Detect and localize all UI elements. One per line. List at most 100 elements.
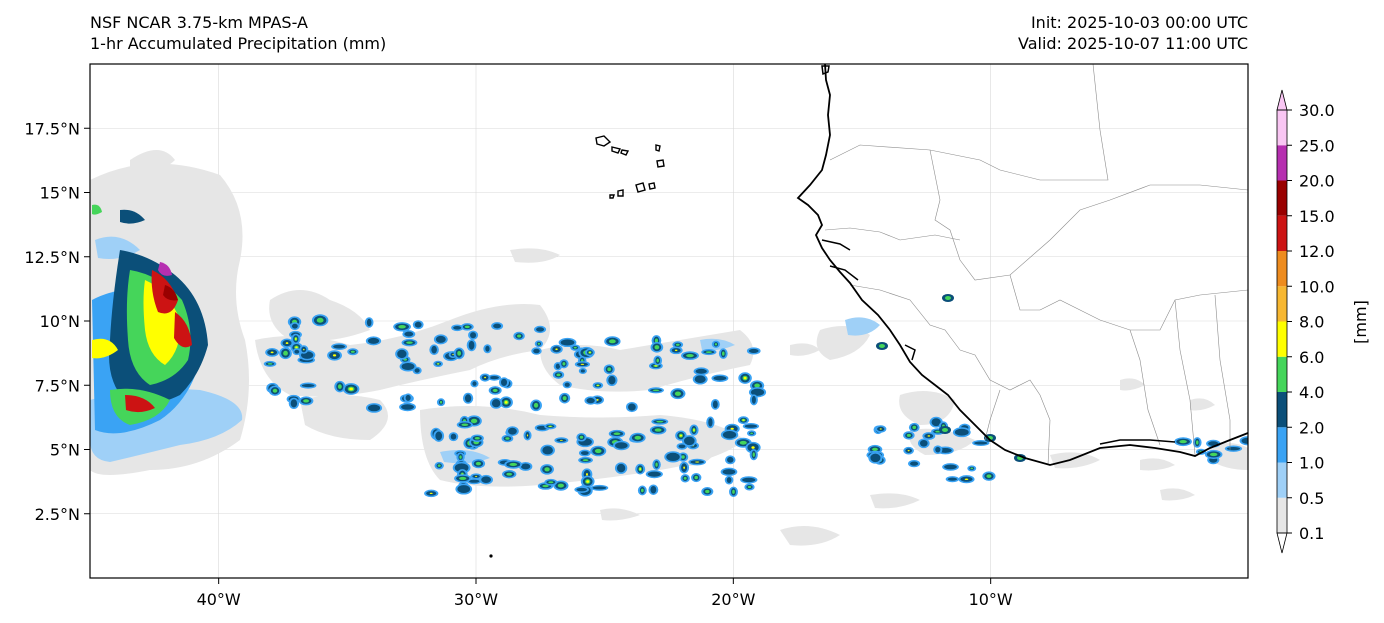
lat-tick-label: 10°N	[40, 312, 80, 331]
latitude-axis: 17.5°N 15°N 12.5°N 10°N 7.5°N 5°N 2.5°N	[24, 119, 90, 524]
precip-cell-heavy	[506, 472, 513, 476]
precip-cell-heavy	[872, 447, 878, 452]
precip-cell-heavy	[714, 343, 718, 346]
precip-cell-heavy	[492, 388, 498, 392]
colorbar-level-label: 0.1	[1299, 524, 1324, 543]
precip-cell-core	[414, 368, 420, 373]
precip-cell-core	[485, 345, 490, 352]
precip-cell-intense	[549, 425, 552, 427]
precip-cell-heavy	[694, 475, 698, 480]
precip-cell-heavy	[683, 476, 687, 480]
precip-cell-core	[290, 399, 298, 408]
colorbar-level-label: 6.0	[1299, 348, 1324, 367]
precip-cell-heavy	[582, 459, 589, 462]
precip-cell-intense	[586, 480, 590, 483]
precip-cell-intense	[585, 473, 588, 476]
precip-cell-heavy	[548, 481, 554, 484]
precip-cell-heavy	[439, 400, 443, 404]
precip-cell-core	[397, 349, 407, 359]
precip-cell-heavy	[562, 362, 566, 366]
precip-cell-heavy	[945, 296, 951, 300]
precip-cell-core	[974, 441, 988, 445]
precip-cell-heavy	[613, 432, 621, 436]
colorbar-level-label: 4.0	[1299, 383, 1324, 402]
map-title: NSF NCAR 3.75-km MPAS-A 1-hr Accumulated…	[90, 12, 386, 54]
precip-cell-heavy	[754, 383, 760, 388]
precip-cell-intense	[429, 492, 433, 495]
precip-cell-heavy	[654, 338, 659, 343]
precip-cell-core	[468, 479, 480, 483]
precip-cell-heavy	[656, 420, 664, 423]
precip-cell-heavy	[654, 428, 662, 432]
precip-cell-core	[1226, 446, 1241, 451]
colorbar-level-label: 10.0	[1299, 277, 1335, 296]
precip-cell-core	[592, 486, 607, 490]
precip-cell-heavy	[459, 455, 462, 459]
precip-cell-heavy	[537, 342, 541, 345]
colorbar: 0.1 0.5 1.0 2.0 4.0 6.0 8.0 10.0 12.0 15.0 20.0 25.…	[1276, 89, 1370, 554]
lat-tick-label: 5°N	[50, 441, 80, 460]
precip-cell-heavy	[752, 452, 755, 457]
precip-cell-intense	[295, 337, 297, 341]
precip-cell-heavy	[652, 389, 660, 392]
precip-cell-core	[935, 446, 941, 453]
precip-cell-intense	[332, 354, 337, 357]
precip-cell-intense	[270, 351, 274, 354]
precip-cell-core	[481, 476, 491, 483]
precip-cell-core	[533, 348, 540, 354]
precip-cell-core	[684, 436, 695, 446]
precip-cell-intense	[730, 427, 734, 430]
colorbar-level-label: 0.5	[1299, 489, 1324, 508]
colorbar-segment	[1277, 215, 1287, 251]
precip-cell-heavy	[542, 484, 549, 488]
precip-cell-core	[870, 453, 881, 463]
lat-tick-label: 15°N	[40, 184, 80, 203]
precip-cell-core	[555, 363, 561, 369]
lat-tick-label: 17.5°N	[24, 119, 80, 138]
precip-cell-heavy	[579, 435, 584, 439]
precip-cell-intense	[349, 387, 353, 391]
precip-cell-heavy	[879, 344, 885, 348]
lat-tick-label: 12.5°N	[24, 248, 80, 267]
island-dot	[489, 554, 493, 558]
colorbar-segment	[1277, 392, 1287, 428]
precip-cell-intense	[295, 346, 298, 349]
lat-tick-label: 2.5°N	[35, 505, 80, 524]
precip-cell-heavy	[1196, 440, 1199, 445]
precip-cell-heavy	[573, 346, 577, 349]
lon-tick-label: 20°W	[711, 590, 755, 609]
precip-cell-intense	[695, 461, 700, 463]
precip-cell-core	[301, 383, 315, 388]
colorbar-extend-low	[1276, 532, 1288, 554]
precip-cell-core	[580, 451, 589, 456]
precip-cell-core	[435, 335, 446, 343]
precip-cell-heavy	[970, 467, 974, 470]
precip-cell-core	[453, 325, 462, 330]
precip-cell-core	[489, 376, 499, 380]
colorbar-segment	[1277, 462, 1287, 498]
precip-cell-heavy	[656, 358, 660, 363]
precip-cell-core	[435, 431, 443, 441]
precip-cell-heavy	[557, 483, 564, 488]
precip-cell-intense	[484, 376, 487, 379]
precip-cell-intense	[526, 434, 529, 437]
precip-cell-core	[650, 485, 657, 494]
precip-cell-core	[616, 463, 626, 473]
precip-cell-heavy	[267, 363, 273, 365]
precip-cell-core	[751, 395, 756, 404]
precip-cell-intense	[639, 467, 642, 471]
precip-cell-core	[722, 469, 736, 475]
precip-cell-intense	[654, 365, 658, 367]
precip-cell-core	[750, 388, 765, 396]
precip-cell-core	[748, 348, 759, 354]
precip-cell-heavy	[556, 373, 561, 377]
precip-cell-core	[457, 485, 471, 494]
precip-cell-core	[954, 428, 969, 436]
precip-cell-intense	[474, 475, 478, 477]
lon-tick-label: 10°W	[969, 590, 1013, 609]
precip-cell-core	[501, 378, 508, 387]
colorbar-segment	[1277, 145, 1287, 181]
precip-cell-core	[493, 323, 502, 329]
precip-cell-heavy	[509, 462, 518, 466]
colorbar-segment	[1277, 180, 1287, 216]
